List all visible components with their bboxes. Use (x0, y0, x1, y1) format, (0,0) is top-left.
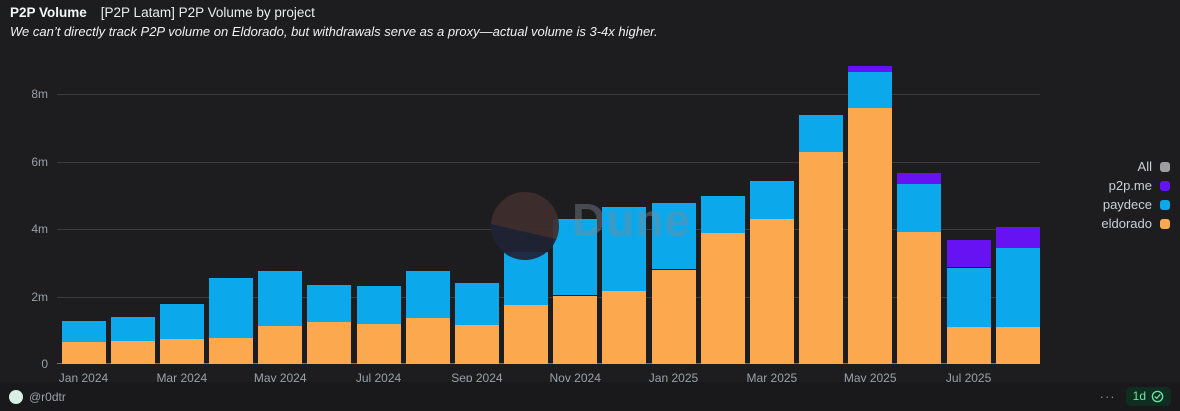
bar-segment-eldorado[interactable] (799, 151, 844, 364)
bar-segment-eldorado[interactable] (897, 232, 942, 364)
bar-segment-p2p.me[interactable] (995, 226, 1040, 248)
x-tick-label: Nov 2024 (549, 371, 601, 385)
legend: All p2p.me paydece eldorado (1101, 159, 1170, 231)
bar-segment-paydece[interactable] (946, 267, 991, 328)
bar-segment-paydece[interactable] (307, 284, 352, 323)
legend-item-paydece[interactable]: paydece (1101, 197, 1170, 212)
refresh-age-label: 1d (1132, 389, 1146, 403)
legend-label: eldorado (1101, 216, 1152, 231)
bar-segment-eldorado[interactable] (110, 341, 155, 364)
bar-segment-paydece[interactable] (159, 304, 204, 340)
bar-segment-eldorado[interactable] (356, 324, 401, 364)
chart-title-row[interactable]: P2P Volume [P2P Latam] P2P Volume by pro… (10, 4, 1010, 21)
bar-segment-eldorado[interactable] (405, 318, 450, 364)
legend-label: All (1137, 159, 1152, 174)
footer-bar: @r0dtr ··· 1d (0, 382, 1180, 411)
bar-segment-paydece[interactable] (258, 270, 303, 327)
legend-item-all[interactable]: All (1101, 159, 1170, 174)
bar-segment-eldorado[interactable] (553, 295, 598, 364)
bar-segment-eldorado[interactable] (454, 324, 499, 364)
x-tick-label: Jul 2025 (945, 371, 992, 385)
x-tick-label: Mar 2024 (156, 371, 208, 385)
y-tick-label: 2m (31, 289, 48, 304)
bar-segment-paydece[interactable] (454, 283, 499, 325)
check-circle-icon (1151, 390, 1164, 403)
author-username: @r0dtr (29, 389, 66, 404)
x-tick-label: Jan 2024 (58, 371, 109, 385)
bar-segment-paydece[interactable] (799, 114, 844, 152)
bar-segment-eldorado[interactable] (995, 327, 1040, 364)
x-tick-label: Jan 2025 (648, 371, 699, 385)
ellipsis-menu-icon[interactable]: ··· (1099, 388, 1116, 404)
bar-segment-paydece[interactable] (356, 286, 401, 325)
legend-swatch-icon (1160, 161, 1170, 172)
bar-segment-eldorado[interactable] (651, 269, 696, 364)
x-tick-label: May 2024 (253, 371, 307, 385)
bar-segment-paydece[interactable] (209, 277, 253, 338)
legend-swatch-icon (1160, 218, 1170, 229)
bar-segment-eldorado[interactable] (209, 338, 253, 364)
y-tick-label: 4m (31, 222, 48, 236)
bar-segment-eldorado[interactable] (700, 233, 745, 364)
bar-segment-paydece[interactable] (553, 218, 598, 296)
bar-segment-eldorado[interactable] (61, 342, 106, 364)
bar-segment-eldorado[interactable] (307, 322, 352, 364)
bar-segment-paydece[interactable] (749, 180, 794, 219)
bar-segment-paydece[interactable] (848, 72, 893, 108)
x-tick-label: Sep 2024 (451, 371, 503, 385)
x-tick-label: May 2025 (843, 371, 897, 385)
y-tick-label: 0 (41, 357, 48, 371)
bar-segment-paydece[interactable] (897, 184, 942, 233)
chart-title: P2P Volume (10, 5, 87, 20)
chart-header: P2P Volume [P2P Latam] P2P Volume by pro… (10, 4, 1010, 40)
bar-segment-paydece[interactable] (995, 247, 1040, 328)
y-tick-label: 6m (31, 154, 48, 169)
x-axis-line (57, 363, 1040, 364)
refresh-status-badge[interactable]: 1d (1125, 387, 1171, 406)
bar-segment-p2p.me[interactable] (848, 66, 893, 72)
bar-segment-eldorado[interactable] (504, 304, 548, 364)
bar-segment-eldorado[interactable] (749, 218, 794, 364)
dune-watermark-text: Dune (572, 194, 691, 246)
bar-segment-paydece[interactable] (651, 203, 696, 270)
bar-segment-eldorado[interactable] (848, 107, 893, 364)
dune-logo-watermark-icon (491, 192, 559, 260)
bar-segment-eldorado[interactable] (258, 326, 303, 364)
legend-swatch-icon (1160, 199, 1170, 210)
gridline (57, 161, 1040, 163)
bar-segment-eldorado[interactable] (602, 291, 647, 364)
legend-label: paydece (1102, 197, 1152, 212)
x-tick-label: Jul 2024 (355, 371, 402, 385)
bar-segment-paydece[interactable] (602, 207, 647, 292)
bar-segment-paydece[interactable] (110, 317, 155, 342)
chart-subtitle-tag: [P2P Latam] P2P Volume by project (100, 5, 315, 20)
bar-segment-eldorado[interactable] (159, 339, 204, 364)
y-tick-label: 8m (31, 87, 48, 101)
bar-segment-paydece[interactable] (700, 195, 745, 234)
x-tick-label: Mar 2025 (746, 371, 798, 385)
footer-author[interactable]: @r0dtr (9, 389, 66, 404)
bar-segment-p2p.me[interactable] (897, 173, 942, 185)
bar-segment-eldorado[interactable] (946, 327, 991, 364)
bar-segment-paydece[interactable] (61, 320, 106, 343)
legend-item-p2p-me[interactable]: p2p.me (1101, 178, 1170, 193)
gridline (57, 296, 1040, 298)
legend-label: p2p.me (1108, 178, 1152, 193)
avatar (9, 389, 23, 404)
gridline (57, 94, 1040, 95)
bar-segment-paydece[interactable] (405, 271, 450, 319)
chart-description: We can’t directly track P2P volume on El… (10, 24, 658, 39)
legend-item-eldorado[interactable]: eldorado (1101, 216, 1170, 231)
bar-segment-paydece[interactable] (504, 252, 548, 305)
legend-swatch-icon (1160, 180, 1170, 191)
bar-segment-p2p.me[interactable] (946, 239, 991, 268)
